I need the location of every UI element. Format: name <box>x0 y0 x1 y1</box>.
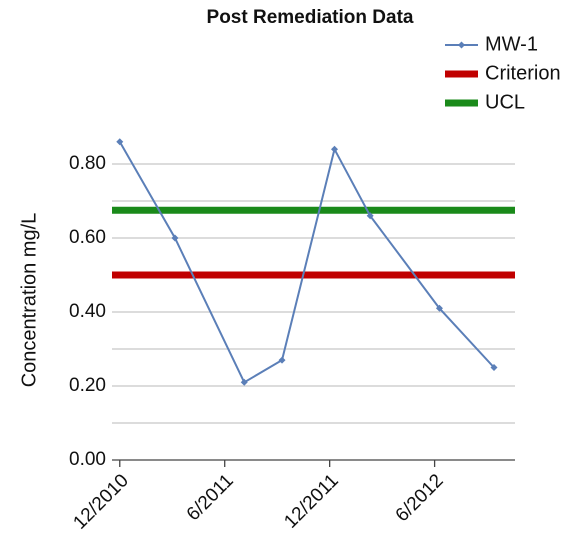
data-point <box>116 138 124 146</box>
legend-label: Criterion <box>485 62 561 84</box>
data-point <box>435 304 443 312</box>
y-tick-label: 0.40 <box>69 301 106 322</box>
y-axis-label: Concentration mg/L <box>18 213 40 388</box>
x-tick-label: 12/2010 <box>69 470 132 533</box>
y-tick-label: 0.20 <box>69 375 106 396</box>
legend-marker <box>458 41 465 49</box>
data-line <box>118 141 495 384</box>
data-point <box>490 364 498 371</box>
data-point <box>240 378 248 386</box>
y-tick-label: 0.80 <box>69 153 106 174</box>
chart-title: Post Remediation Data <box>207 7 414 28</box>
legend-label: MW-1 <box>485 33 538 55</box>
x-tick-label: 6/2011 <box>183 470 238 525</box>
x-tick-label: 6/2012 <box>392 470 448 526</box>
data-point <box>171 234 179 242</box>
y-tick-label: 0.60 <box>69 227 106 248</box>
data-point <box>278 356 286 364</box>
x-tick-label: 12/2011 <box>280 470 342 532</box>
data-point <box>366 212 374 220</box>
data-point <box>330 145 338 153</box>
legend-label: UCL <box>485 91 525 113</box>
y-tick-label: 0.00 <box>69 449 106 470</box>
